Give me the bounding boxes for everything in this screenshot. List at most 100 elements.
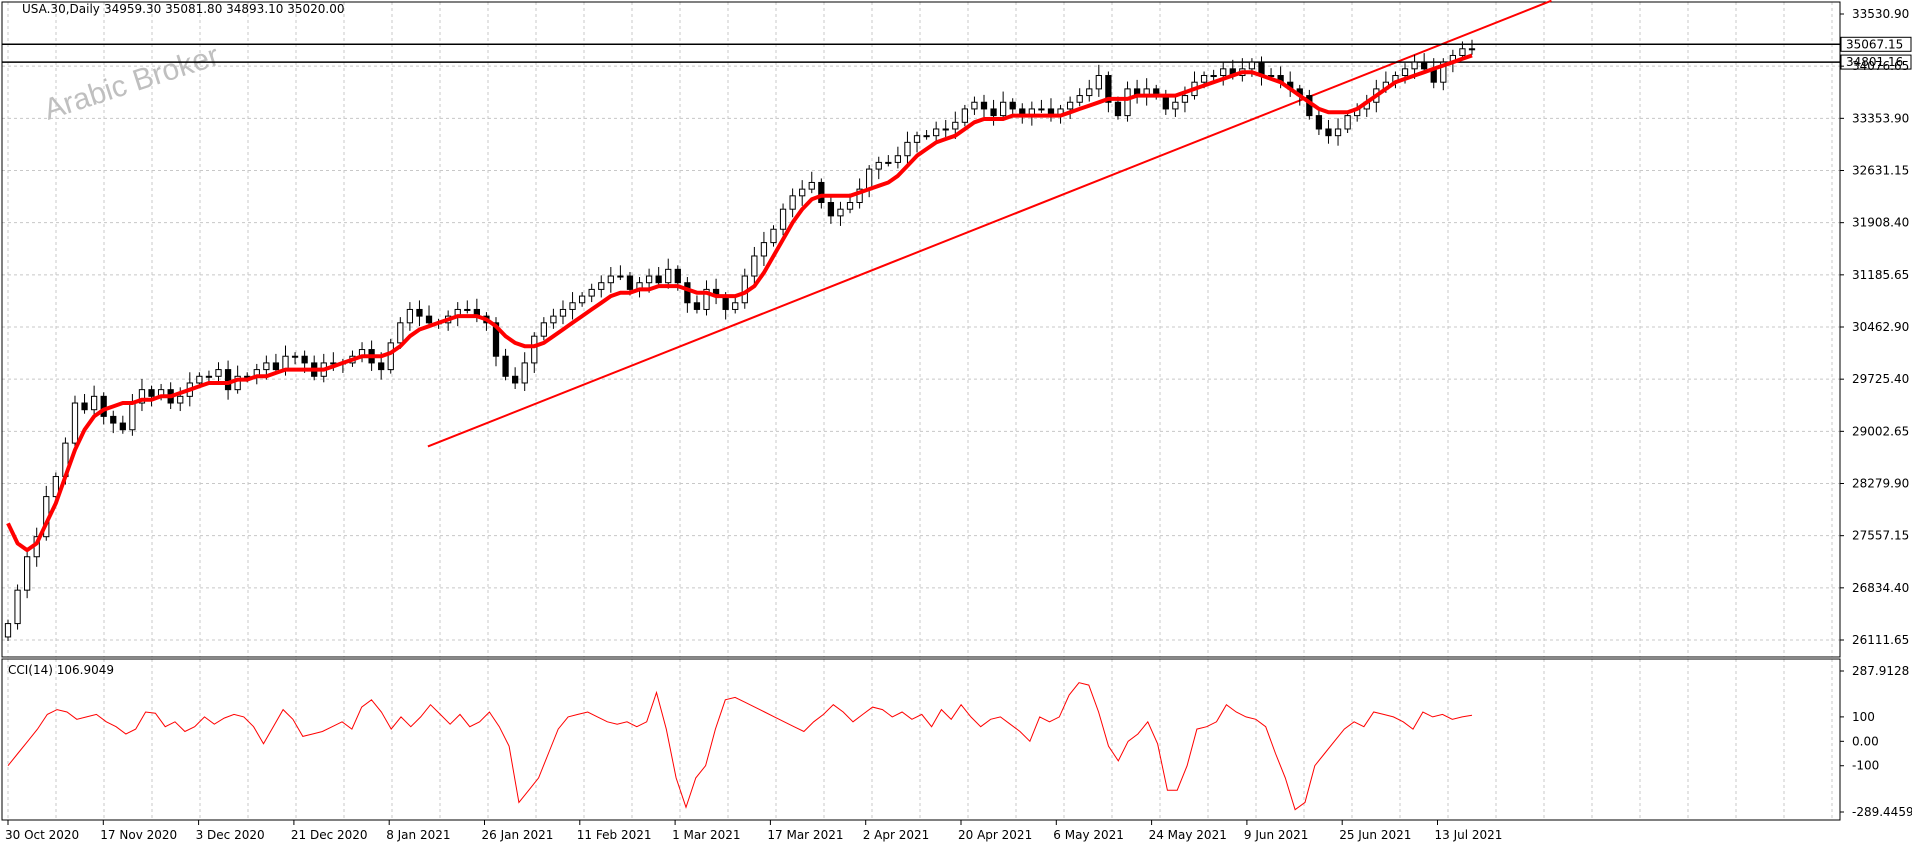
candle-body (779, 208, 787, 230)
grid (2, 2, 1840, 820)
main-panel-frame (1, 1, 1841, 658)
candle-body (655, 275, 662, 284)
candle-body (1325, 128, 1332, 137)
candle-body (1315, 115, 1323, 130)
candle-body (607, 275, 614, 284)
date-tick-label: 17 Mar 2021 (767, 828, 843, 842)
price-tick-label: 27557.15 (1852, 529, 1909, 543)
candle-body (1076, 95, 1083, 103)
candle-body (416, 308, 423, 317)
cci-tick-label: -289.4459 (1852, 805, 1912, 819)
candle-body (119, 422, 126, 431)
candle-body (397, 322, 404, 344)
cci-layer (7, 682, 1473, 811)
horizontal-line-label-box (1840, 36, 1912, 52)
ohlc-readout: 34959.30 35081.80 34893.10 35020.00 (104, 2, 344, 16)
axes-layer: 33530.90 34076.65 33353.90 32631.15 31908.40… (5, 7, 1912, 842)
candle-body (540, 322, 547, 337)
candle-body (1401, 68, 1409, 77)
candle-body (913, 135, 921, 143)
candle-body (425, 315, 433, 324)
candle-body (177, 395, 184, 404)
candle-body (502, 355, 509, 377)
candle-body (387, 342, 394, 371)
candle-body (665, 268, 672, 284)
candle-body (693, 302, 701, 310)
candle-body (1200, 75, 1208, 83)
price-tick-label: 29725.40 (1852, 372, 1909, 386)
cci-panel-frame (1, 658, 1841, 821)
candle-body (971, 101, 978, 110)
candle-body (272, 362, 280, 371)
date-tick-label: 6 May 2021 (1053, 828, 1124, 842)
candle-body (1210, 75, 1217, 78)
candle-body (24, 556, 31, 591)
candle-body (234, 375, 241, 391)
candle-body (578, 295, 586, 304)
date-tick-label: 21 Dec 2020 (291, 828, 368, 842)
candle-body (138, 389, 146, 404)
watermark-text: Arabic Broker (40, 39, 223, 127)
candle-body (866, 168, 873, 190)
horizontal-line-label: 34801.16 (1846, 55, 1903, 69)
candle-body (1000, 101, 1007, 117)
candle-body (856, 188, 863, 204)
candle-body (492, 322, 500, 357)
candle-body (1038, 108, 1045, 111)
candle-body (904, 141, 911, 157)
candle-body (464, 308, 471, 311)
candle-body (148, 389, 155, 397)
candle-body (837, 208, 844, 217)
cci-tick-label: -100 (1852, 759, 1879, 773)
candle-body (378, 362, 385, 371)
candle-body (100, 395, 107, 417)
candle-body (923, 135, 930, 138)
price-tick-label: 32631.15 (1852, 164, 1909, 178)
candle-body (14, 589, 21, 625)
candle-body (942, 128, 949, 131)
panel-frames (1, 1, 1841, 821)
candle-body (1421, 61, 1428, 70)
candle-body (1181, 95, 1189, 103)
horizontal-line-label-box (1840, 54, 1912, 70)
price-tick-label: 29002.65 (1852, 424, 1909, 438)
horizontal-lines-layer: 35067.15 34801.16 (2, 36, 1912, 70)
price-tick-label: 34076.65 (1852, 59, 1909, 73)
date-tick-label: 9 Jun 2021 (1244, 828, 1309, 842)
candle-body (4, 623, 12, 638)
cci-tick-label: 287.9128 (1852, 664, 1909, 678)
candle-body (751, 255, 758, 277)
candle-body (1344, 115, 1351, 130)
candle-body (818, 181, 825, 204)
cci-title: CCI(14) 106.9049 (8, 663, 114, 677)
candle-body (875, 161, 882, 170)
candle-body (1220, 68, 1227, 77)
candle-body (1066, 101, 1074, 110)
candle-body (588, 288, 595, 297)
date-tick-label: 26 Jan 2021 (482, 828, 554, 842)
candle-body (933, 128, 940, 137)
candle-body (885, 161, 892, 164)
candle-body (196, 375, 203, 384)
date-tick-label: 11 Feb 2021 (577, 828, 652, 842)
candle-body (789, 195, 796, 210)
candle-body (1086, 88, 1093, 97)
candle-body (598, 282, 605, 290)
cci-line (7, 682, 1473, 811)
candle-body (760, 242, 768, 257)
candle-body (406, 308, 414, 324)
date-tick-label: 20 Apr 2021 (958, 828, 1032, 842)
date-tick-label: 24 May 2021 (1149, 828, 1227, 842)
horizontal-line-label: 35067.15 (1846, 37, 1903, 51)
price-tick-label: 30462.90 (1852, 320, 1909, 334)
candle-body (205, 375, 213, 378)
candle-body (291, 355, 299, 358)
candle-body (1411, 61, 1418, 70)
candle-body (1095, 75, 1102, 90)
candle-body (1172, 101, 1179, 110)
trendline[interactable] (427, 0, 1552, 448)
candle-body (531, 335, 538, 364)
candle-body (1105, 75, 1112, 103)
candle-body (645, 275, 653, 284)
